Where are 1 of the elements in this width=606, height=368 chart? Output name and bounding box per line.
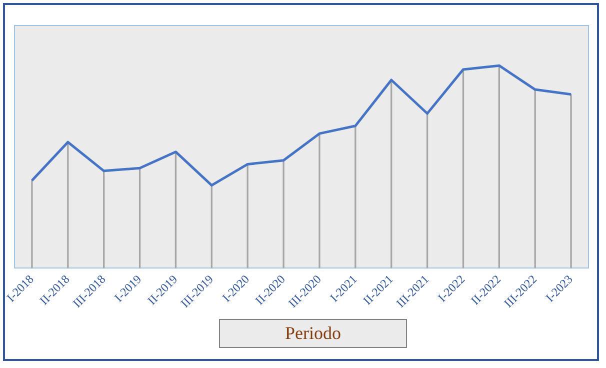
x-axis-title: Periodo [219, 319, 407, 348]
